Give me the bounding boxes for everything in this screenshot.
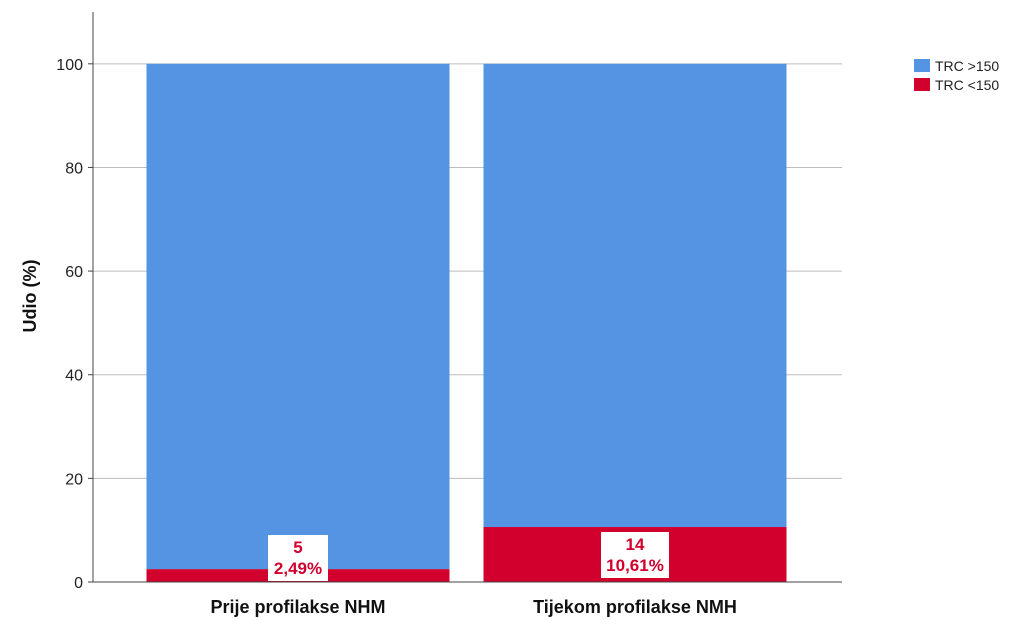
legend-label: TRC >150 xyxy=(935,58,999,74)
y-tick-labels: 0 20 40 60 80 100 xyxy=(56,57,93,592)
legend: TRC >150 TRC <150 xyxy=(914,58,999,93)
legend-item: TRC >150 xyxy=(914,58,999,74)
data-label-box xyxy=(268,535,328,581)
x-category-label: Tijekom profilakse NMH xyxy=(533,597,737,617)
axes xyxy=(92,12,842,583)
legend-item: TRC <150 xyxy=(914,77,999,93)
data-label-percent: 10,61% xyxy=(606,556,664,575)
y-tick-label: 100 xyxy=(56,57,83,74)
legend-label: TRC <150 xyxy=(935,77,999,93)
bar-stacks xyxy=(146,63,787,582)
data-label-count: 14 xyxy=(626,535,645,554)
legend-swatch xyxy=(914,78,930,91)
data-label-percent: 2,49% xyxy=(274,559,322,578)
data-label: 14 10,61% xyxy=(601,532,669,578)
y-tick-label: 0 xyxy=(74,575,83,592)
y-tick-label: 80 xyxy=(65,160,83,177)
bar-segment xyxy=(483,63,787,528)
legend-swatch xyxy=(914,59,930,72)
y-tick-label: 60 xyxy=(65,264,83,281)
data-labels: 5 2,49% 14 10,61% xyxy=(268,532,669,581)
data-label: 5 2,49% xyxy=(268,535,328,581)
data-label-box xyxy=(601,532,669,578)
y-tick-label: 40 xyxy=(65,368,83,385)
data-label-count: 5 xyxy=(293,538,302,557)
y-tick-label: 20 xyxy=(65,471,83,488)
x-category-label: Prije profilakse NHM xyxy=(210,597,385,617)
y-axis-title: Udio (%) xyxy=(20,260,40,333)
bar-segment xyxy=(146,63,450,570)
x-category-labels: Prije profilakse NHM Tijekom profilakse N… xyxy=(210,597,736,617)
